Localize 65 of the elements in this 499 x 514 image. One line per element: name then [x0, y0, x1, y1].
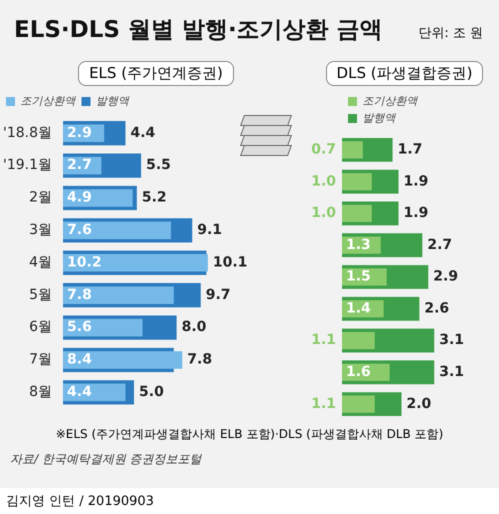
data-label: 10.2 — [67, 254, 102, 270]
data-label: 1.1 — [311, 332, 336, 348]
data-label: 1.5 — [346, 268, 371, 285]
data-label: 3.1 — [439, 332, 464, 348]
data-label: 4.4 — [67, 384, 92, 400]
data-label: 10.1 — [212, 254, 248, 270]
data-label: 5.6 — [67, 319, 92, 336]
data-label: 4.9 — [67, 190, 92, 206]
bar — [63, 222, 171, 240]
data-label: 2.7 — [427, 236, 452, 253]
data-label: 7.6 — [67, 222, 92, 238]
bar — [342, 204, 372, 222]
data-label: 7.8 — [67, 286, 92, 303]
chart-title: DLS (파생결합증권) — [326, 61, 484, 86]
legend-label: 발행액 — [362, 111, 396, 124]
text: 김지영 인턴 / 20190903 — [0, 488, 499, 514]
data-label: 1.3 — [346, 236, 371, 253]
data-label: 1.0 — [311, 205, 336, 222]
data-label: 9.7 — [206, 286, 231, 303]
data-label: 4.4 — [130, 124, 156, 141]
data-label: 2.9 — [433, 268, 458, 285]
data-label: 8.4 — [67, 352, 92, 368]
data-label: 2.6 — [424, 300, 450, 316]
data-label: 2.0 — [406, 396, 432, 412]
y-tick-label: 8월 — [29, 384, 52, 400]
y-tick-label: 3월 — [29, 222, 52, 238]
y-tick-label: 7월 — [29, 352, 52, 368]
data-label: 5.5 — [146, 157, 171, 174]
bar — [342, 332, 375, 350]
y-tick-label: '19.1월 — [2, 157, 52, 174]
data-label: 0.7 — [311, 142, 336, 158]
bar — [63, 351, 182, 369]
data-label: 2.7 — [67, 157, 92, 174]
y-tick-label: 6월 — [29, 319, 52, 336]
text: 단위: 조 원 — [418, 25, 483, 42]
legend-label: 발행액 — [96, 94, 130, 108]
legend-label: 조기상환액 — [20, 94, 76, 108]
data-label: 1.9 — [404, 205, 428, 222]
chart-title: ELS·DLS 월별 발행·조기상환 금액 — [14, 16, 383, 45]
data-label: 9.1 — [197, 222, 222, 238]
legend-label: 조기상환액 — [362, 94, 418, 108]
data-label: 8.0 — [182, 319, 207, 336]
data-label: 1.9 — [404, 173, 428, 190]
bar — [63, 254, 208, 272]
bar — [342, 173, 372, 190]
y-tick-label: 5월 — [29, 286, 52, 303]
data-label: 7.8 — [187, 352, 212, 368]
data-label: 1.0 — [311, 173, 336, 190]
text: 자료/ 한국예탁결제원 증권정보포털 — [9, 451, 203, 468]
chart-subtitle: ELS (주가연계증권) — [78, 61, 234, 86]
data-label: 1.1 — [311, 396, 336, 412]
data-label: 1.4 — [346, 300, 372, 316]
y-tick-label: 4월 — [29, 254, 52, 270]
bar — [342, 396, 375, 413]
data-label: 2.9 — [67, 124, 92, 141]
data-label: 5.2 — [142, 190, 167, 206]
y-tick-label: 2월 — [29, 190, 52, 206]
bar — [63, 286, 174, 304]
data-label: 3.1 — [439, 364, 464, 380]
data-label: 5.0 — [139, 384, 164, 400]
bar — [342, 141, 363, 158]
data-label: 1.7 — [398, 142, 422, 158]
data-label: 1.6 — [346, 364, 371, 380]
text: ※ELS (주가연계파생결합사채 ELB 포함)·DLS (파생결합사채 DLB 포함) — [54, 426, 444, 443]
y-tick-label: '18.8월 — [2, 124, 52, 141]
